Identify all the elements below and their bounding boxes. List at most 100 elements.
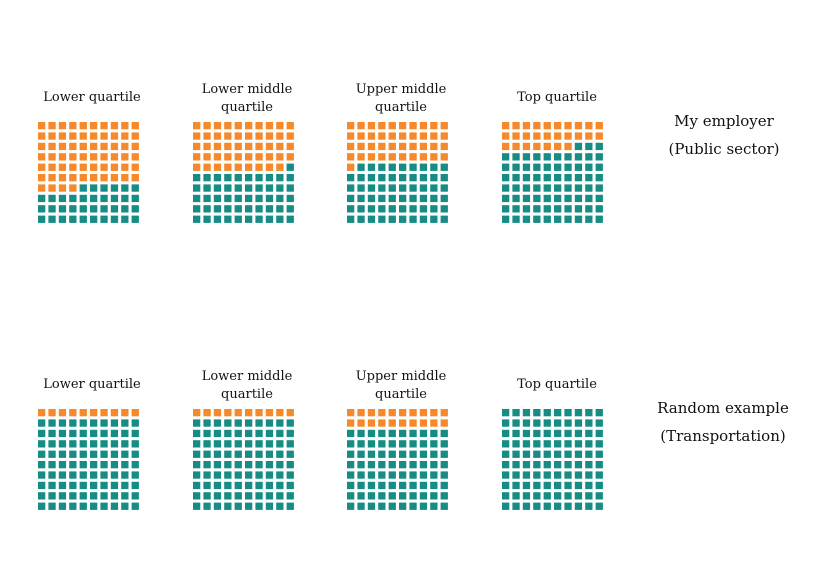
- waffle-square-orange: [419, 132, 428, 140]
- waffle-square-orange: [347, 163, 355, 171]
- waffle-grid-2-2: [193, 409, 294, 510]
- waffle-square-teal: [121, 502, 129, 510]
- waffle-square-teal: [554, 153, 562, 161]
- waffle-square-teal: [193, 215, 201, 223]
- waffle-square-orange: [245, 122, 253, 130]
- waffle-square-teal: [203, 174, 211, 182]
- waffle-square-teal: [430, 194, 438, 203]
- waffle-square-teal: [554, 194, 562, 203]
- waffle-square-teal: [347, 471, 355, 479]
- waffle-square-orange: [79, 153, 87, 161]
- waffle-square-teal: [533, 184, 541, 192]
- waffle-square-teal: [399, 194, 407, 203]
- waffle-square-orange: [276, 142, 284, 151]
- waffle-square-orange: [574, 132, 583, 140]
- waffle-square-teal: [69, 502, 77, 510]
- waffle-square-orange: [90, 132, 98, 140]
- waffle-square-teal: [564, 471, 572, 479]
- waffle-square-teal: [554, 205, 562, 213]
- waffle-square-orange: [378, 153, 386, 161]
- waffle-square-teal: [347, 184, 355, 192]
- waffle-square-orange: [213, 122, 222, 130]
- waffle-square-teal: [286, 174, 294, 182]
- waffle-square-orange: [48, 153, 56, 161]
- waffle-square-teal: [265, 502, 274, 510]
- waffle-square-orange: [388, 153, 396, 161]
- waffle-square-teal: [543, 419, 551, 427]
- waffle-square-teal: [224, 174, 232, 182]
- waffle-square-teal: [522, 153, 531, 161]
- waffle-square-teal: [564, 461, 572, 469]
- waffle-square-orange: [255, 122, 263, 130]
- waffle-square-teal: [193, 174, 201, 182]
- waffle-square-orange: [347, 153, 355, 161]
- waffle-square-orange: [440, 419, 448, 427]
- waffle-square-orange: [224, 122, 232, 130]
- waffle-square-orange: [440, 153, 448, 161]
- waffle-square-teal: [574, 174, 583, 182]
- waffle-square-teal: [502, 419, 510, 427]
- waffle-square-orange: [58, 184, 67, 192]
- waffle-square-teal: [276, 502, 284, 510]
- waffle-square-teal: [595, 205, 603, 213]
- waffle-square-orange: [234, 163, 242, 171]
- waffle-square-orange: [440, 142, 448, 151]
- waffle-square-teal: [502, 194, 510, 203]
- waffle-square-teal: [409, 194, 417, 203]
- quartile-title: Top quartile: [517, 90, 597, 105]
- waffle-square-teal: [409, 205, 417, 213]
- waffle-square-teal: [276, 429, 284, 438]
- waffle-square-orange: [203, 142, 211, 151]
- waffle-square-teal: [234, 440, 242, 448]
- waffle-square-orange: [409, 142, 417, 151]
- waffle-square-teal: [245, 450, 253, 458]
- waffle-square-orange: [255, 142, 263, 151]
- waffle-square-orange: [357, 122, 365, 130]
- waffle-square-teal: [543, 492, 551, 500]
- waffle-square-teal: [110, 419, 119, 427]
- waffle-square-teal: [347, 481, 355, 490]
- waffle-square-teal: [357, 163, 365, 171]
- waffle-square-teal: [48, 440, 56, 448]
- waffle-square-teal: [255, 502, 263, 510]
- waffle-square-teal: [522, 174, 531, 182]
- waffle-square-teal: [409, 215, 417, 223]
- waffle-square-teal: [213, 481, 222, 490]
- waffle-square-teal: [585, 142, 593, 151]
- waffle-square-teal: [585, 471, 593, 479]
- waffle-square-orange: [409, 122, 417, 130]
- waffle-square-orange: [419, 409, 428, 417]
- waffle-square-teal: [367, 174, 376, 182]
- waffle-square-teal: [131, 502, 139, 510]
- waffle-square-teal: [276, 440, 284, 448]
- waffle-square-teal: [367, 450, 376, 458]
- waffle-square-teal: [245, 429, 253, 438]
- waffle-square-teal: [543, 174, 551, 182]
- waffle-square-teal: [543, 461, 551, 469]
- waffle-square-orange: [121, 122, 129, 130]
- waffle-square-orange: [234, 122, 242, 130]
- waffle-square-orange: [347, 142, 355, 151]
- waffle-square-orange: [38, 409, 46, 417]
- waffle-square-orange: [234, 153, 242, 161]
- waffle-square-teal: [90, 205, 98, 213]
- waffle-square-orange: [48, 142, 56, 151]
- waffle-square-orange: [286, 142, 294, 151]
- waffle-square-orange: [48, 409, 56, 417]
- waffle-square-orange: [502, 142, 510, 151]
- waffle-square-teal: [419, 461, 428, 469]
- quartile-title-line1: Upper middle: [356, 369, 447, 384]
- waffle-square-teal: [276, 184, 284, 192]
- waffle-square-teal: [399, 184, 407, 192]
- waffle-square-teal: [48, 492, 56, 500]
- waffle-square-teal: [245, 492, 253, 500]
- waffle-square-teal: [378, 215, 386, 223]
- waffle-square-teal: [399, 429, 407, 438]
- waffle-square-teal: [585, 492, 593, 500]
- waffle-square-teal: [276, 461, 284, 469]
- waffle-square-teal: [378, 492, 386, 500]
- waffle-square-teal: [388, 163, 396, 171]
- waffle-square-teal: [110, 461, 119, 469]
- waffle-square-teal: [48, 429, 56, 438]
- waffle-square-teal: [38, 481, 46, 490]
